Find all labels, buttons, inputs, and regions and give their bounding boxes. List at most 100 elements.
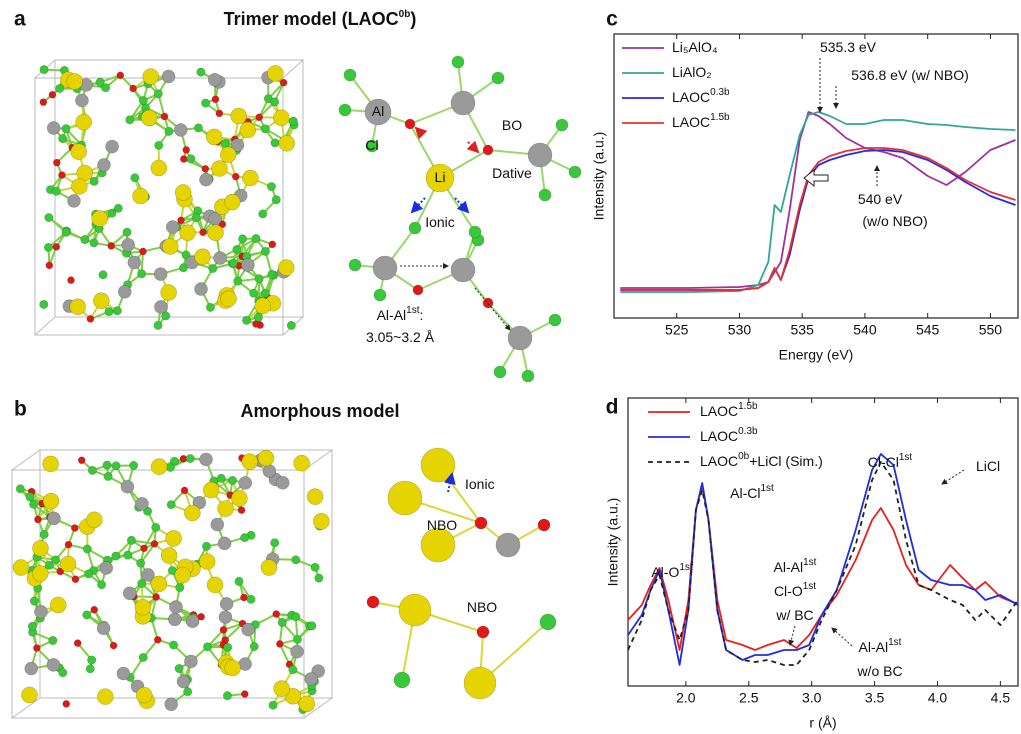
atom — [187, 155, 195, 163]
atom — [141, 545, 148, 552]
annotation-sup: 1st — [803, 557, 817, 568]
atom-label: Al-Al1st: — [377, 305, 424, 323]
atom — [477, 626, 489, 638]
atom — [540, 614, 556, 630]
panel-letter: d — [606, 396, 619, 419]
atom — [273, 611, 280, 618]
atom — [169, 600, 182, 613]
atom — [313, 513, 329, 529]
atom — [238, 507, 245, 514]
atom — [229, 259, 237, 267]
atom — [165, 698, 178, 711]
atom — [452, 56, 464, 68]
atom — [206, 303, 214, 311]
atom — [128, 256, 141, 269]
atom — [280, 79, 287, 86]
atom — [197, 68, 205, 76]
atom — [252, 234, 260, 242]
atom-label-text: Ionic — [465, 476, 495, 492]
atom — [97, 580, 105, 588]
atom — [135, 497, 148, 510]
legend-label: LAOC0.3b — [672, 87, 730, 105]
legend-sup: 1.5b — [710, 112, 730, 123]
atom — [92, 211, 108, 227]
atom — [81, 235, 89, 243]
atom — [162, 238, 178, 254]
atom — [201, 99, 209, 107]
atom — [206, 129, 222, 145]
atom — [202, 542, 210, 550]
x-tick-label: 530 — [728, 322, 752, 338]
atom — [43, 456, 59, 472]
atom — [269, 701, 277, 709]
atom — [211, 160, 227, 176]
atom — [167, 500, 175, 508]
atom — [278, 618, 286, 626]
atom — [421, 448, 455, 482]
atom — [241, 259, 254, 272]
atom — [220, 597, 233, 610]
atom — [483, 145, 493, 155]
atom — [308, 622, 316, 630]
atom — [105, 307, 113, 315]
atom — [122, 238, 135, 251]
legend-sup: 1.5b — [738, 401, 758, 412]
atom — [451, 91, 475, 115]
atom — [76, 114, 92, 130]
atom — [199, 173, 212, 186]
atom — [349, 259, 361, 271]
atom — [200, 229, 207, 236]
legend-name: LAOC — [700, 403, 738, 419]
atom — [154, 300, 167, 313]
atom — [154, 321, 162, 329]
atom — [259, 210, 267, 218]
atom — [86, 512, 102, 528]
atom — [184, 655, 197, 668]
atom — [238, 235, 246, 243]
atom — [58, 134, 66, 142]
atom — [221, 291, 237, 307]
atom — [291, 645, 304, 658]
atom — [62, 228, 70, 236]
atom — [183, 688, 191, 696]
atom — [67, 277, 74, 284]
atom — [113, 307, 121, 315]
annotation: Al-Al1st — [859, 637, 902, 655]
atom — [30, 597, 38, 605]
atom — [528, 143, 552, 167]
atom — [233, 245, 241, 253]
x-axis-label: Energy (eV) — [779, 347, 854, 363]
atom-label: Cl — [365, 137, 378, 153]
atom — [22, 687, 38, 703]
figure: aTrimer model (LAOC0b)bAmorphous modelAl… — [0, 0, 1021, 734]
atom — [242, 316, 250, 324]
atom — [211, 518, 224, 531]
atom — [250, 642, 258, 650]
atom — [72, 576, 79, 583]
annotation-text: w/o BC — [856, 663, 902, 679]
atom — [256, 114, 263, 121]
atom — [74, 640, 81, 647]
atom — [218, 537, 231, 550]
atom — [62, 124, 70, 132]
atom — [261, 560, 277, 576]
atom — [475, 517, 487, 529]
series-line — [628, 454, 1018, 665]
y-axis-label: Intensity (a.u.) — [605, 498, 621, 587]
atom — [97, 622, 110, 635]
atom-label-end: : — [420, 307, 424, 323]
annotation-arrow — [832, 628, 852, 646]
atom — [175, 567, 191, 583]
atom — [169, 641, 177, 649]
x-tick-label: 3.5 — [865, 690, 885, 706]
atom — [106, 140, 119, 153]
atom — [151, 576, 167, 592]
atom — [240, 533, 248, 541]
annotation-text: Al-Al — [774, 559, 804, 575]
atom — [143, 69, 159, 85]
atom — [65, 541, 72, 548]
atom — [315, 574, 323, 582]
legend-label: LAOC0.3b — [700, 426, 758, 444]
atom — [121, 480, 134, 493]
atom-label-text: Al — [372, 103, 384, 119]
